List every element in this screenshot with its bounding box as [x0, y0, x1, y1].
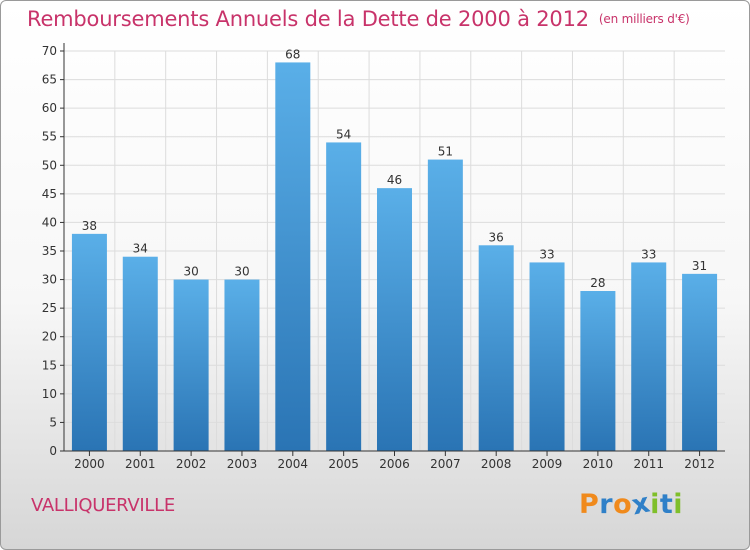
bar-value-label: 36	[489, 230, 504, 244]
y-tick-label: 35	[42, 244, 57, 258]
bars	[71, 62, 718, 452]
bar	[173, 279, 209, 451]
bar	[224, 279, 260, 451]
bar-value-label: 33	[539, 247, 554, 261]
bar	[478, 245, 514, 451]
logo-letter: t	[659, 489, 674, 520]
y-tick-label: 70	[42, 44, 57, 58]
bar-value-label: 28	[590, 276, 605, 290]
bar	[326, 142, 362, 451]
y-tick-label: 40	[42, 215, 57, 229]
x-tick-label: 2002	[176, 457, 207, 471]
y-tick-label: 55	[42, 130, 57, 144]
bar	[631, 262, 667, 451]
chart-title-text: Remboursements Annuels de la Dette de 20…	[27, 7, 589, 31]
bar	[71, 233, 107, 451]
labels: 0 5 10 15 20 25 30 35 40 45 50 55 60 65 70 38 2000 34 2001…	[42, 44, 715, 471]
bar	[122, 256, 158, 451]
y-tick-label: 25	[42, 301, 57, 315]
chart-title: Remboursements Annuels de la Dette de 20…	[27, 7, 690, 31]
logo-letter: i	[673, 489, 684, 520]
logo-letter: i	[650, 489, 660, 520]
bar-value-label: 30	[183, 265, 198, 279]
axes	[60, 43, 725, 456]
y-tick-label: 5	[49, 415, 57, 429]
bar-value-label: 46	[387, 173, 402, 187]
bar-value-label: 54	[336, 127, 351, 141]
bar	[580, 291, 616, 451]
logo-letter: r	[599, 489, 614, 520]
x-tick-label: 2011	[633, 457, 664, 471]
x-tick-label: 2005	[328, 457, 359, 471]
bar-value-label: 34	[133, 242, 148, 256]
y-tick-label: 20	[42, 330, 57, 344]
bar	[275, 62, 311, 452]
bar	[529, 262, 565, 451]
bar-value-label: 33	[641, 247, 656, 261]
y-tick-label: 65	[42, 73, 57, 87]
commune-name: VALLIQUERVILLE	[31, 495, 175, 516]
y-tick-label: 15	[42, 358, 57, 372]
y-tick-label: 50	[42, 158, 57, 172]
x-tick-label: 2000	[74, 457, 105, 471]
x-tick-label: 2003	[227, 457, 258, 471]
x-tick-label: 2008	[481, 457, 512, 471]
x-tick-label: 2010	[583, 457, 614, 471]
y-tick-label: 0	[49, 444, 57, 458]
x-tick-label: 2004	[278, 457, 309, 471]
x-tick-label: 2012	[684, 457, 715, 471]
x-tick-label: 2009	[532, 457, 563, 471]
bar-value-label: 31	[692, 259, 707, 273]
bar	[377, 188, 412, 451]
bar	[427, 159, 463, 452]
bar-value-label: 51	[438, 145, 453, 159]
bar-value-label: 68	[285, 47, 300, 61]
logo-letter: o	[613, 489, 633, 520]
proxiti-logo[interactable]: Proxiti	[579, 487, 684, 521]
x-tick-label: 2001	[125, 457, 156, 471]
bar-value-label: 30	[234, 265, 249, 279]
y-tick-label: 45	[42, 187, 57, 201]
bar-value-label: 38	[82, 219, 97, 233]
y-tick-label: 60	[42, 101, 57, 115]
x-tick-label: 2007	[430, 457, 461, 471]
unit-note: (en milliers d'€)	[598, 12, 690, 26]
y-tick-label: 10	[42, 387, 57, 401]
logo-letter: P	[579, 489, 600, 520]
x-tick-label: 2006	[379, 457, 410, 471]
bar	[682, 273, 718, 451]
y-tick-label: 30	[42, 273, 57, 287]
